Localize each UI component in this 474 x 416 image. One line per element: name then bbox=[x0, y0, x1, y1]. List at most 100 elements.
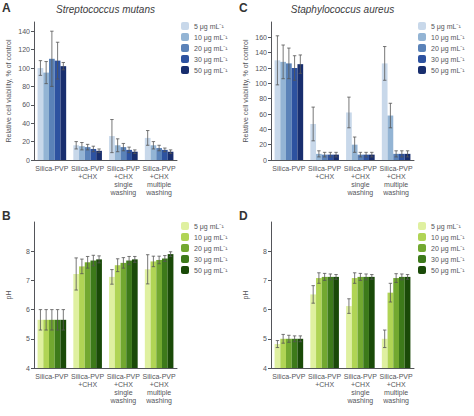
svg-text:20 μg mL⁻¹: 20 μg mL⁻¹ bbox=[194, 45, 228, 53]
svg-text:10 μg mL⁻¹: 10 μg mL⁻¹ bbox=[431, 34, 465, 42]
svg-text:Silica-PVP: Silica-PVP bbox=[344, 165, 377, 172]
svg-text:pH: pH bbox=[242, 291, 250, 300]
svg-text:single: single bbox=[114, 181, 132, 189]
svg-text:single: single bbox=[351, 181, 369, 189]
svg-text:80: 80 bbox=[259, 95, 267, 102]
svg-text:8: 8 bbox=[263, 248, 267, 255]
svg-text:C: C bbox=[239, 1, 248, 15]
svg-text:Silica-PVP: Silica-PVP bbox=[107, 373, 140, 380]
svg-text:100: 100 bbox=[18, 65, 30, 72]
svg-text:80: 80 bbox=[22, 83, 30, 90]
svg-text:multiple: multiple bbox=[384, 389, 408, 397]
svg-text:4: 4 bbox=[26, 365, 30, 372]
svg-text:50 μg mL⁻¹: 50 μg mL⁻¹ bbox=[194, 267, 228, 275]
svg-text:Silica-PVP: Silica-PVP bbox=[143, 373, 176, 380]
svg-text:Silica-PVP: Silica-PVP bbox=[308, 165, 341, 172]
svg-text:5: 5 bbox=[263, 335, 267, 342]
svg-text:+CHX: +CHX bbox=[351, 173, 370, 180]
svg-text:B: B bbox=[2, 209, 11, 223]
svg-text:washing: washing bbox=[110, 189, 137, 197]
svg-text:20 μg mL⁻¹: 20 μg mL⁻¹ bbox=[431, 45, 465, 53]
svg-text:+CHX: +CHX bbox=[315, 381, 334, 388]
svg-text:+CHX: +CHX bbox=[150, 173, 169, 180]
svg-text:4: 4 bbox=[263, 365, 267, 372]
svg-text:30 μg mL⁻¹: 30 μg mL⁻¹ bbox=[431, 256, 465, 264]
svg-text:+CHX: +CHX bbox=[315, 173, 334, 180]
svg-text:Relative cell viability, % of: Relative cell viability, % of control bbox=[242, 39, 250, 142]
svg-text:pH: pH bbox=[5, 291, 13, 300]
svg-text:5: 5 bbox=[26, 335, 30, 342]
svg-text:120: 120 bbox=[18, 46, 30, 53]
svg-text:single: single bbox=[351, 389, 369, 397]
svg-text:6: 6 bbox=[263, 306, 267, 313]
svg-text:A: A bbox=[2, 1, 11, 15]
svg-text:50 μg mL⁻¹: 50 μg mL⁻¹ bbox=[194, 67, 228, 75]
svg-text:+CHX: +CHX bbox=[387, 173, 406, 180]
svg-text:7: 7 bbox=[263, 277, 267, 284]
svg-text:+CHX: +CHX bbox=[387, 381, 406, 388]
svg-text:+CHX: +CHX bbox=[114, 381, 133, 388]
svg-text:Silica-PVP: Silica-PVP bbox=[35, 165, 68, 172]
svg-text:5 μg mL⁻¹: 5 μg mL⁻¹ bbox=[431, 223, 461, 231]
svg-text:0: 0 bbox=[26, 157, 30, 164]
svg-text:30 μg mL⁻¹: 30 μg mL⁻¹ bbox=[194, 56, 228, 64]
svg-text:160: 160 bbox=[255, 34, 267, 41]
svg-text:50 μg mL⁻¹: 50 μg mL⁻¹ bbox=[431, 67, 465, 75]
svg-text:Silica-PVP: Silica-PVP bbox=[107, 165, 140, 172]
svg-text:30 μg mL⁻¹: 30 μg mL⁻¹ bbox=[431, 56, 465, 64]
svg-text:washing: washing bbox=[382, 189, 409, 197]
svg-text:7: 7 bbox=[26, 277, 30, 284]
svg-text:Silica-PVP: Silica-PVP bbox=[272, 165, 305, 172]
svg-text:Silica-PVP: Silica-PVP bbox=[344, 373, 377, 380]
svg-text:multiple: multiple bbox=[384, 181, 408, 189]
svg-text:Silica-PVP: Silica-PVP bbox=[380, 165, 413, 172]
svg-text:0: 0 bbox=[263, 157, 267, 164]
svg-text:10 μg mL⁻¹: 10 μg mL⁻¹ bbox=[194, 234, 228, 242]
svg-text:D: D bbox=[239, 209, 248, 223]
svg-text:washing: washing bbox=[347, 189, 374, 197]
svg-text:60: 60 bbox=[22, 101, 30, 108]
svg-text:20 μg mL⁻¹: 20 μg mL⁻¹ bbox=[431, 245, 465, 253]
svg-text:5 μg mL⁻¹: 5 μg mL⁻¹ bbox=[194, 223, 224, 231]
svg-text:+CHX: +CHX bbox=[78, 173, 97, 180]
svg-text:+CHX: +CHX bbox=[78, 381, 97, 388]
svg-text:120: 120 bbox=[255, 65, 267, 72]
svg-text:+CHX: +CHX bbox=[114, 173, 133, 180]
svg-text:Silica-PVP: Silica-PVP bbox=[272, 373, 305, 380]
svg-text:10 μg mL⁻¹: 10 μg mL⁻¹ bbox=[194, 34, 228, 42]
svg-text:Relative cell viability, % of: Relative cell viability, % of control bbox=[5, 39, 13, 142]
svg-text:Silica-PVP: Silica-PVP bbox=[380, 373, 413, 380]
svg-text:+CHX: +CHX bbox=[351, 381, 370, 388]
svg-text:20: 20 bbox=[22, 138, 30, 145]
svg-text:washing: washing bbox=[145, 189, 172, 197]
svg-text:50 μg mL⁻¹: 50 μg mL⁻¹ bbox=[431, 267, 465, 275]
svg-text:40: 40 bbox=[22, 120, 30, 127]
svg-text:Silica-PVP: Silica-PVP bbox=[35, 373, 68, 380]
svg-text:40: 40 bbox=[259, 126, 267, 133]
svg-text:multiple: multiple bbox=[147, 389, 171, 397]
svg-text:Silica-PVP: Silica-PVP bbox=[143, 165, 176, 172]
svg-text:30 μg mL⁻¹: 30 μg mL⁻¹ bbox=[194, 256, 228, 264]
svg-text:100: 100 bbox=[255, 80, 267, 87]
svg-text:washing: washing bbox=[110, 397, 137, 405]
svg-text:5 μg mL⁻¹: 5 μg mL⁻¹ bbox=[431, 23, 461, 31]
svg-text:Streptococcus mutans: Streptococcus mutans bbox=[56, 4, 155, 15]
svg-text:Silica-PVP: Silica-PVP bbox=[308, 373, 341, 380]
svg-text:6: 6 bbox=[26, 306, 30, 313]
svg-text:20 μg mL⁻¹: 20 μg mL⁻¹ bbox=[194, 245, 228, 253]
svg-text:washing: washing bbox=[347, 397, 374, 405]
svg-text:Silica-PVP: Silica-PVP bbox=[71, 165, 104, 172]
svg-text:washing: washing bbox=[145, 397, 172, 405]
svg-text:Staphylococcus aureus: Staphylococcus aureus bbox=[291, 4, 394, 15]
svg-text:multiple: multiple bbox=[147, 181, 171, 189]
svg-text:Silica-PVP: Silica-PVP bbox=[71, 373, 104, 380]
svg-text:140: 140 bbox=[255, 49, 267, 56]
svg-text:+CHX: +CHX bbox=[150, 381, 169, 388]
svg-text:5 μg mL⁻¹: 5 μg mL⁻¹ bbox=[194, 23, 224, 31]
svg-text:140: 140 bbox=[18, 28, 30, 35]
svg-text:10 μg mL⁻¹: 10 μg mL⁻¹ bbox=[431, 234, 465, 242]
svg-text:single: single bbox=[114, 389, 132, 397]
svg-text:60: 60 bbox=[259, 111, 267, 118]
svg-text:20: 20 bbox=[259, 141, 267, 148]
svg-text:washing: washing bbox=[382, 397, 409, 405]
